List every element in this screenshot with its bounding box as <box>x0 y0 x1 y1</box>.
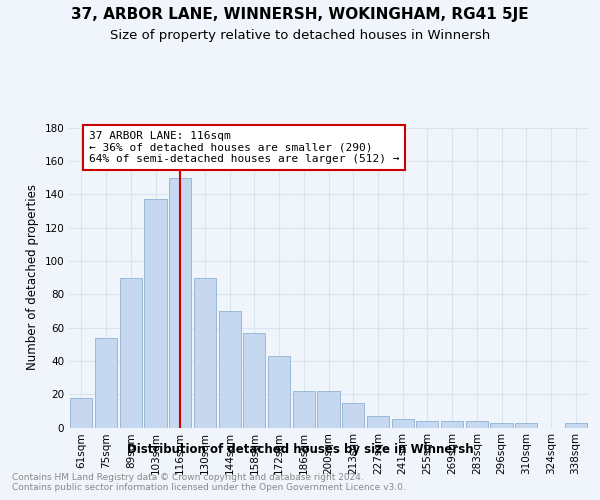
Bar <box>416 421 439 428</box>
Bar <box>342 402 364 427</box>
Bar <box>367 416 389 428</box>
Text: 37, ARBOR LANE, WINNERSH, WOKINGHAM, RG41 5JE: 37, ARBOR LANE, WINNERSH, WOKINGHAM, RG4… <box>71 8 529 22</box>
Bar <box>565 422 587 428</box>
Bar <box>515 422 538 428</box>
Bar <box>145 199 167 428</box>
Bar <box>441 421 463 428</box>
Bar <box>293 391 315 428</box>
Bar <box>243 332 265 428</box>
Text: Size of property relative to detached houses in Winnersh: Size of property relative to detached ho… <box>110 29 490 42</box>
Bar <box>317 391 340 428</box>
Bar <box>268 356 290 428</box>
Bar <box>392 419 414 428</box>
Bar <box>218 311 241 428</box>
Bar <box>70 398 92 428</box>
Y-axis label: Number of detached properties: Number of detached properties <box>26 184 39 370</box>
Text: Contains HM Land Registry data © Crown copyright and database right 2024.
Contai: Contains HM Land Registry data © Crown c… <box>12 472 406 492</box>
Bar <box>169 178 191 428</box>
Bar <box>490 422 512 428</box>
Text: 37 ARBOR LANE: 116sqm
← 36% of detached houses are smaller (290)
64% of semi-det: 37 ARBOR LANE: 116sqm ← 36% of detached … <box>89 131 399 164</box>
Bar <box>466 421 488 428</box>
Bar <box>194 278 216 428</box>
Bar <box>119 278 142 428</box>
Bar <box>95 338 117 428</box>
Text: Distribution of detached houses by size in Winnersh: Distribution of detached houses by size … <box>127 442 473 456</box>
